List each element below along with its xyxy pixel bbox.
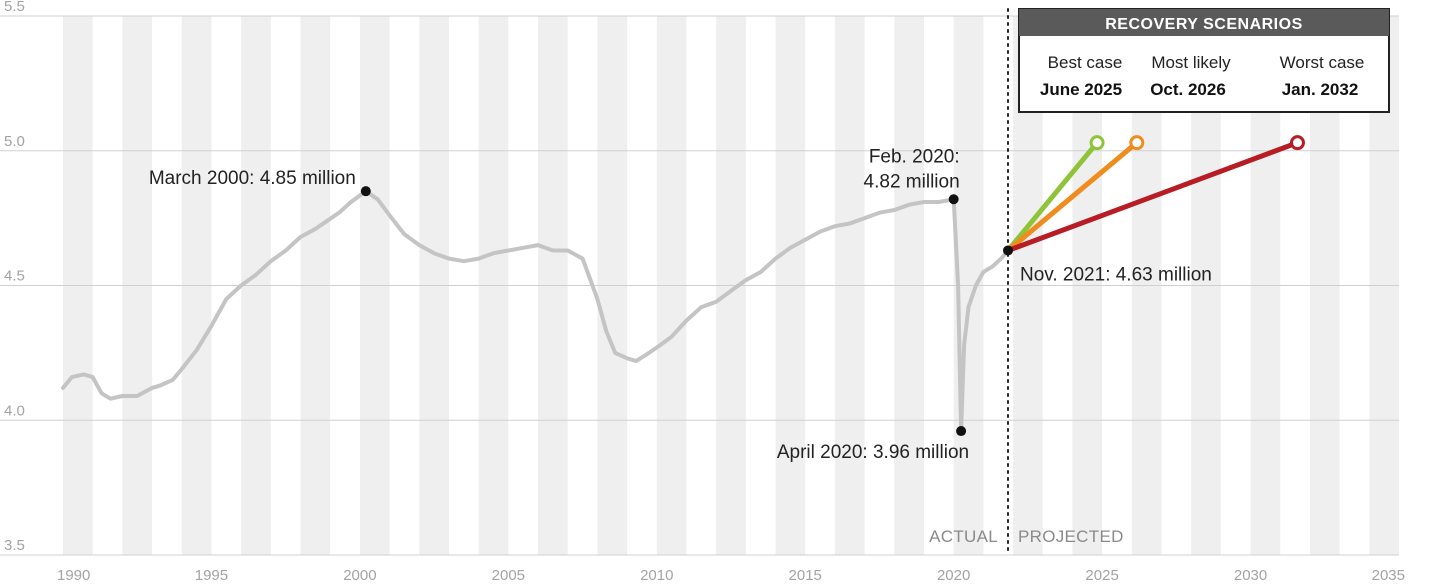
x-tick-label: 2015 — [789, 567, 822, 584]
annotation-dot — [948, 194, 959, 205]
annotation-label: March 2000: 4.85 million — [149, 168, 356, 189]
x-tick-label: 2030 — [1234, 567, 1267, 584]
scenario-line — [1005, 140, 1300, 253]
annotation-dots — [360, 186, 1013, 437]
most-likely-label: Most likely — [1151, 53, 1231, 72]
scenario-line — [1005, 140, 1140, 253]
scenario-endpoint — [1129, 135, 1145, 151]
best-case-label: Best case — [1048, 53, 1123, 72]
y-tick-label: 5.0 — [4, 133, 25, 150]
annotation-labels: March 2000: 4.85 million Feb. 2020: 4.82 m… — [149, 146, 1212, 463]
y-axis-ticks: 3.5 4.0 4.5 5.0 5.5 — [4, 0, 25, 554]
scenario-endpoint — [1089, 135, 1105, 151]
scenario-endpoint — [1289, 135, 1305, 151]
x-axis-ticks: 1990 1995 2000 2005 2010 2015 2020 2025 2030 2035 — [57, 567, 1405, 584]
scenario-line — [1005, 140, 1100, 253]
actual-label: ACTUAL — [929, 527, 998, 546]
annotation-label: 4.82 million — [864, 171, 960, 192]
annotation-dot — [360, 186, 371, 197]
annotation-dot — [1002, 245, 1013, 256]
projected-label: PROJECTED — [1018, 527, 1124, 546]
recovery-box-header — [1019, 9, 1389, 36]
x-tick-label: 1995 — [195, 567, 228, 584]
x-tick-label: 2025 — [1085, 567, 1118, 584]
x-tick-label: 2000 — [343, 567, 376, 584]
x-tick-label: 2020 — [937, 567, 970, 584]
y-tick-label: 5.5 — [4, 0, 25, 15]
worst-case-date: Jan. 2032 — [1282, 80, 1359, 99]
y-tick-label: 4.5 — [4, 268, 25, 285]
recovery-scenarios-box: RECOVERY SCENARIOS Best case June 2025 M… — [1018, 8, 1390, 113]
y-tick-label: 3.5 — [4, 537, 25, 554]
x-tick-label: 2010 — [640, 567, 673, 584]
y-tick-label: 4.0 — [4, 402, 25, 419]
worst-case-label: Worst case — [1280, 53, 1365, 72]
annotation-label: Nov. 2021: 4.63 million — [1020, 264, 1212, 285]
best-case-date: June 2025 — [1040, 80, 1122, 99]
series-lines — [61, 135, 1305, 433]
actual-series-line — [61, 189, 1010, 433]
recovery-box-title: RECOVERY SCENARIOS — [1105, 16, 1302, 33]
annotation-label: Feb. 2020: — [869, 146, 960, 167]
x-tick-label: 2005 — [492, 567, 525, 584]
annotation-label: April 2020: 3.96 million — [777, 442, 969, 463]
x-tick-label: 2035 — [1372, 567, 1405, 584]
most-likely-date: Oct. 2026 — [1150, 80, 1226, 99]
x-tick-label: 1990 — [57, 567, 90, 584]
annotation-dot — [956, 426, 967, 437]
